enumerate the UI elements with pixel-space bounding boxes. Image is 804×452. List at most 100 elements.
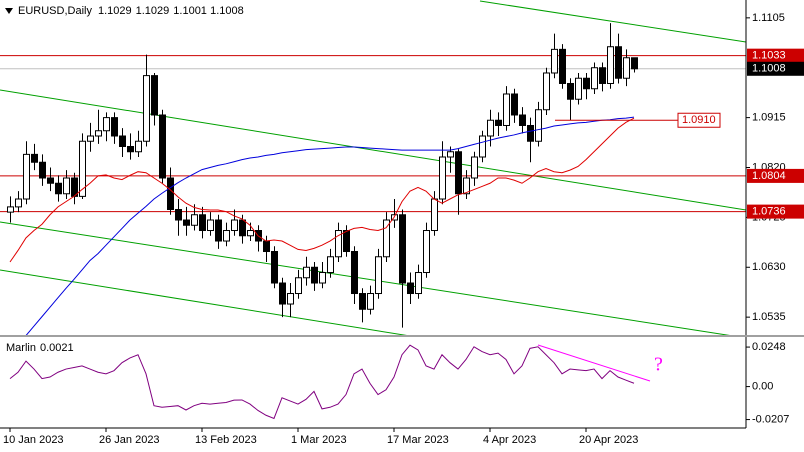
level-label: 1.1033 bbox=[752, 50, 786, 62]
candle-body bbox=[199, 214, 206, 232]
x-tick-label: 10 Jan 2023 bbox=[3, 434, 64, 446]
candle-body bbox=[95, 130, 102, 137]
candle-body bbox=[551, 48, 558, 74]
x-tick-label: 4 Apr 2023 bbox=[483, 434, 536, 446]
candle-body bbox=[591, 67, 598, 90]
candle-body bbox=[151, 75, 158, 116]
open: 1.1029 bbox=[98, 5, 132, 17]
y-tick-label: 1.1105 bbox=[752, 12, 785, 24]
candle-body bbox=[231, 219, 238, 232]
candle-body bbox=[415, 272, 422, 295]
candle-body bbox=[279, 282, 286, 305]
candle-body bbox=[31, 153, 38, 163]
x-tick-label: 1 Mar 2023 bbox=[291, 434, 347, 446]
candle-body bbox=[447, 151, 454, 158]
price-panel: 1.0910 bbox=[0, 23, 746, 335]
oscillator-panel bbox=[9, 344, 651, 420]
candle-body bbox=[535, 109, 542, 142]
candle-body bbox=[423, 230, 430, 274]
level-label: 1.0736 bbox=[752, 206, 786, 218]
y-tick-label: 0.0248 bbox=[752, 341, 786, 353]
candle-body bbox=[79, 140, 86, 197]
trendline bbox=[0, 89, 746, 211]
candle-body bbox=[575, 77, 582, 100]
candle-body bbox=[631, 57, 638, 70]
symbol: EURUSD,Daily bbox=[18, 5, 92, 17]
oscillator-title: Marlin bbox=[6, 342, 36, 354]
candle-body bbox=[375, 256, 382, 295]
trendline bbox=[479, 0, 746, 43]
level-label-box bbox=[747, 204, 804, 219]
x-tick-label: 17 Mar 2023 bbox=[387, 434, 449, 446]
y-tick-label: 1.0630 bbox=[752, 261, 786, 273]
level-label: 1.0804 bbox=[752, 170, 786, 182]
candle-body bbox=[191, 214, 198, 226]
candle-body bbox=[543, 72, 550, 111]
chart-header: EURUSD,Daily 1.1029 1.1029 1.1001 1.1008 bbox=[18, 5, 244, 17]
candle-body bbox=[239, 219, 246, 237]
trendline bbox=[0, 221, 730, 335]
candle-body bbox=[471, 156, 478, 179]
y-tick-label: 1.0535 bbox=[752, 311, 786, 323]
candle-body bbox=[111, 117, 118, 137]
candle-body bbox=[87, 135, 94, 142]
candle-body bbox=[359, 293, 366, 310]
candle-body bbox=[559, 48, 566, 84]
candle-body bbox=[615, 46, 622, 79]
candle-body bbox=[7, 206, 14, 213]
moving-average bbox=[25, 116, 635, 335]
y-tick-label: 1.0915 bbox=[752, 112, 786, 124]
candle-body bbox=[47, 177, 54, 184]
candle-body bbox=[183, 219, 190, 226]
candle-body bbox=[319, 272, 326, 284]
trendline bbox=[0, 269, 407, 335]
candle-body bbox=[263, 240, 270, 253]
x-tick-label: 13 Feb 2023 bbox=[195, 434, 257, 446]
oscillator-value: 0.0021 bbox=[40, 342, 74, 354]
candle-body bbox=[143, 75, 150, 142]
low: 1.1001 bbox=[173, 5, 207, 17]
candle-body bbox=[247, 230, 254, 237]
candle-body bbox=[15, 198, 22, 208]
moving-average bbox=[9, 117, 635, 263]
candle-body bbox=[327, 256, 334, 274]
oscillator-line bbox=[9, 344, 635, 420]
price-label-box bbox=[747, 61, 804, 76]
candle-body bbox=[175, 209, 182, 221]
candle-body bbox=[335, 230, 342, 258]
close: 1.1008 bbox=[210, 5, 244, 17]
candle-body bbox=[135, 140, 142, 153]
annotation: ? bbox=[654, 354, 663, 376]
candle-body bbox=[287, 293, 294, 305]
menu-arrow[interactable] bbox=[5, 8, 13, 14]
candle-body bbox=[367, 293, 374, 310]
oscillator-header: Marlin 0.0021 bbox=[6, 342, 74, 354]
candle-body bbox=[383, 219, 390, 258]
candle-body bbox=[519, 114, 526, 126]
candle-body bbox=[623, 57, 630, 79]
candle-body bbox=[503, 93, 510, 126]
candle-body bbox=[311, 266, 318, 284]
candle-body bbox=[455, 151, 462, 195]
marker-level-box bbox=[677, 112, 721, 128]
candle-body bbox=[271, 251, 278, 284]
trendlines bbox=[0, 0, 746, 335]
candle-body bbox=[431, 198, 438, 232]
candle-body bbox=[303, 266, 310, 279]
candle-body bbox=[439, 156, 446, 200]
candle-body bbox=[103, 117, 110, 132]
marker-level-label: 1.0910 bbox=[682, 114, 716, 126]
candle-body bbox=[63, 177, 70, 195]
y-tick-label: -0.0207 bbox=[752, 413, 789, 425]
candle-body bbox=[407, 282, 414, 295]
candle-body bbox=[599, 67, 606, 84]
x-tick-label: 26 Jan 2023 bbox=[99, 434, 160, 446]
candle-body bbox=[583, 77, 590, 90]
candle-body bbox=[167, 177, 174, 211]
high: 1.1029 bbox=[136, 5, 170, 17]
price-label: 1.1008 bbox=[752, 63, 786, 75]
x-tick-label: 20 Apr 2023 bbox=[579, 434, 638, 446]
candle-body bbox=[567, 82, 574, 100]
